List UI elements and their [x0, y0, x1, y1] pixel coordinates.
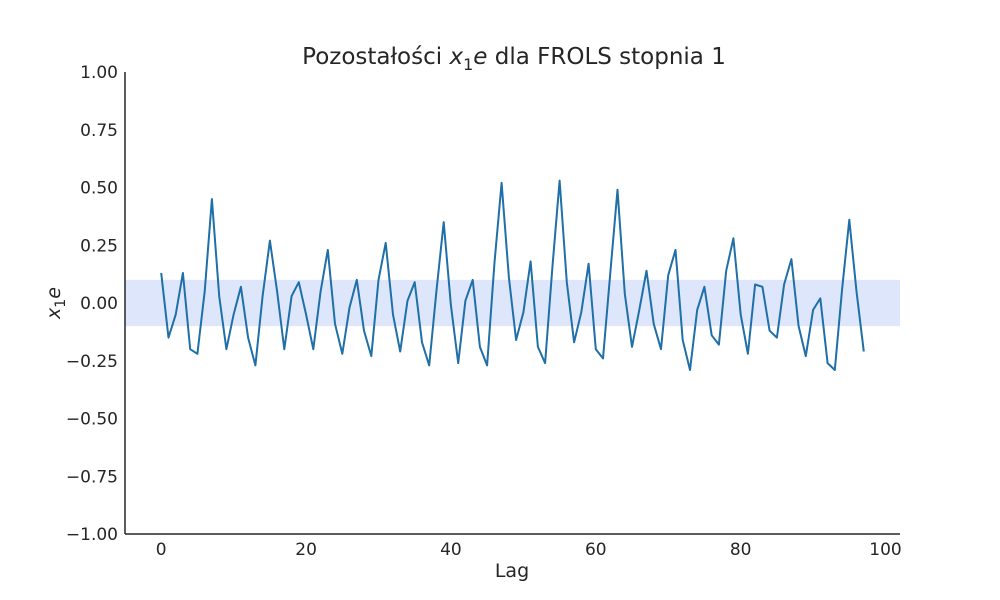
axis-ticks: 0 20 40 60 80 100 1.00 0.75 0.50 0.25 0.00 −0.25 −0.… — [66, 63, 902, 560]
y-tick-label: 0.50 — [80, 179, 118, 199]
chart-title-math-sub: 1 — [463, 55, 473, 74]
x-tick-label: 80 — [730, 540, 752, 560]
x-tick-label: 20 — [295, 540, 317, 560]
y-tick-label: 1.00 — [80, 63, 118, 83]
chart-title-math-var: x — [448, 44, 463, 70]
y-tick-label: −0.25 — [66, 352, 118, 372]
y-axis-label-suffix: e — [43, 287, 65, 299]
y-axis-label: x1e — [43, 287, 69, 320]
y-tick-label: −0.75 — [66, 467, 118, 487]
chart-title: Pozostałości x1e dla FROLS stopnia 1 — [302, 44, 726, 74]
chart-title-suffix: dla FROLS stopnia 1 — [487, 44, 725, 70]
x-axis-label: Lag — [495, 560, 529, 582]
y-axis-label-var: x — [43, 307, 65, 320]
chart-title-prefix: Pozostałości — [302, 44, 449, 70]
y-tick-label: −1.00 — [66, 525, 118, 545]
y-tick-label: 0.75 — [80, 121, 118, 141]
x-tick-label: 40 — [440, 540, 462, 560]
y-tick-label: 0.25 — [80, 236, 118, 256]
chart-title-math-suffix: e — [473, 44, 487, 70]
y-tick-label: −0.50 — [66, 410, 118, 430]
x-tick-label: 0 — [156, 540, 167, 560]
x-tick-label: 60 — [585, 540, 607, 560]
residual-series-line — [160, 179, 865, 371]
y-axis-label-sub: 1 — [53, 299, 69, 308]
x-tick-label: 100 — [869, 540, 901, 560]
y-tick-label: 0.00 — [80, 294, 118, 314]
